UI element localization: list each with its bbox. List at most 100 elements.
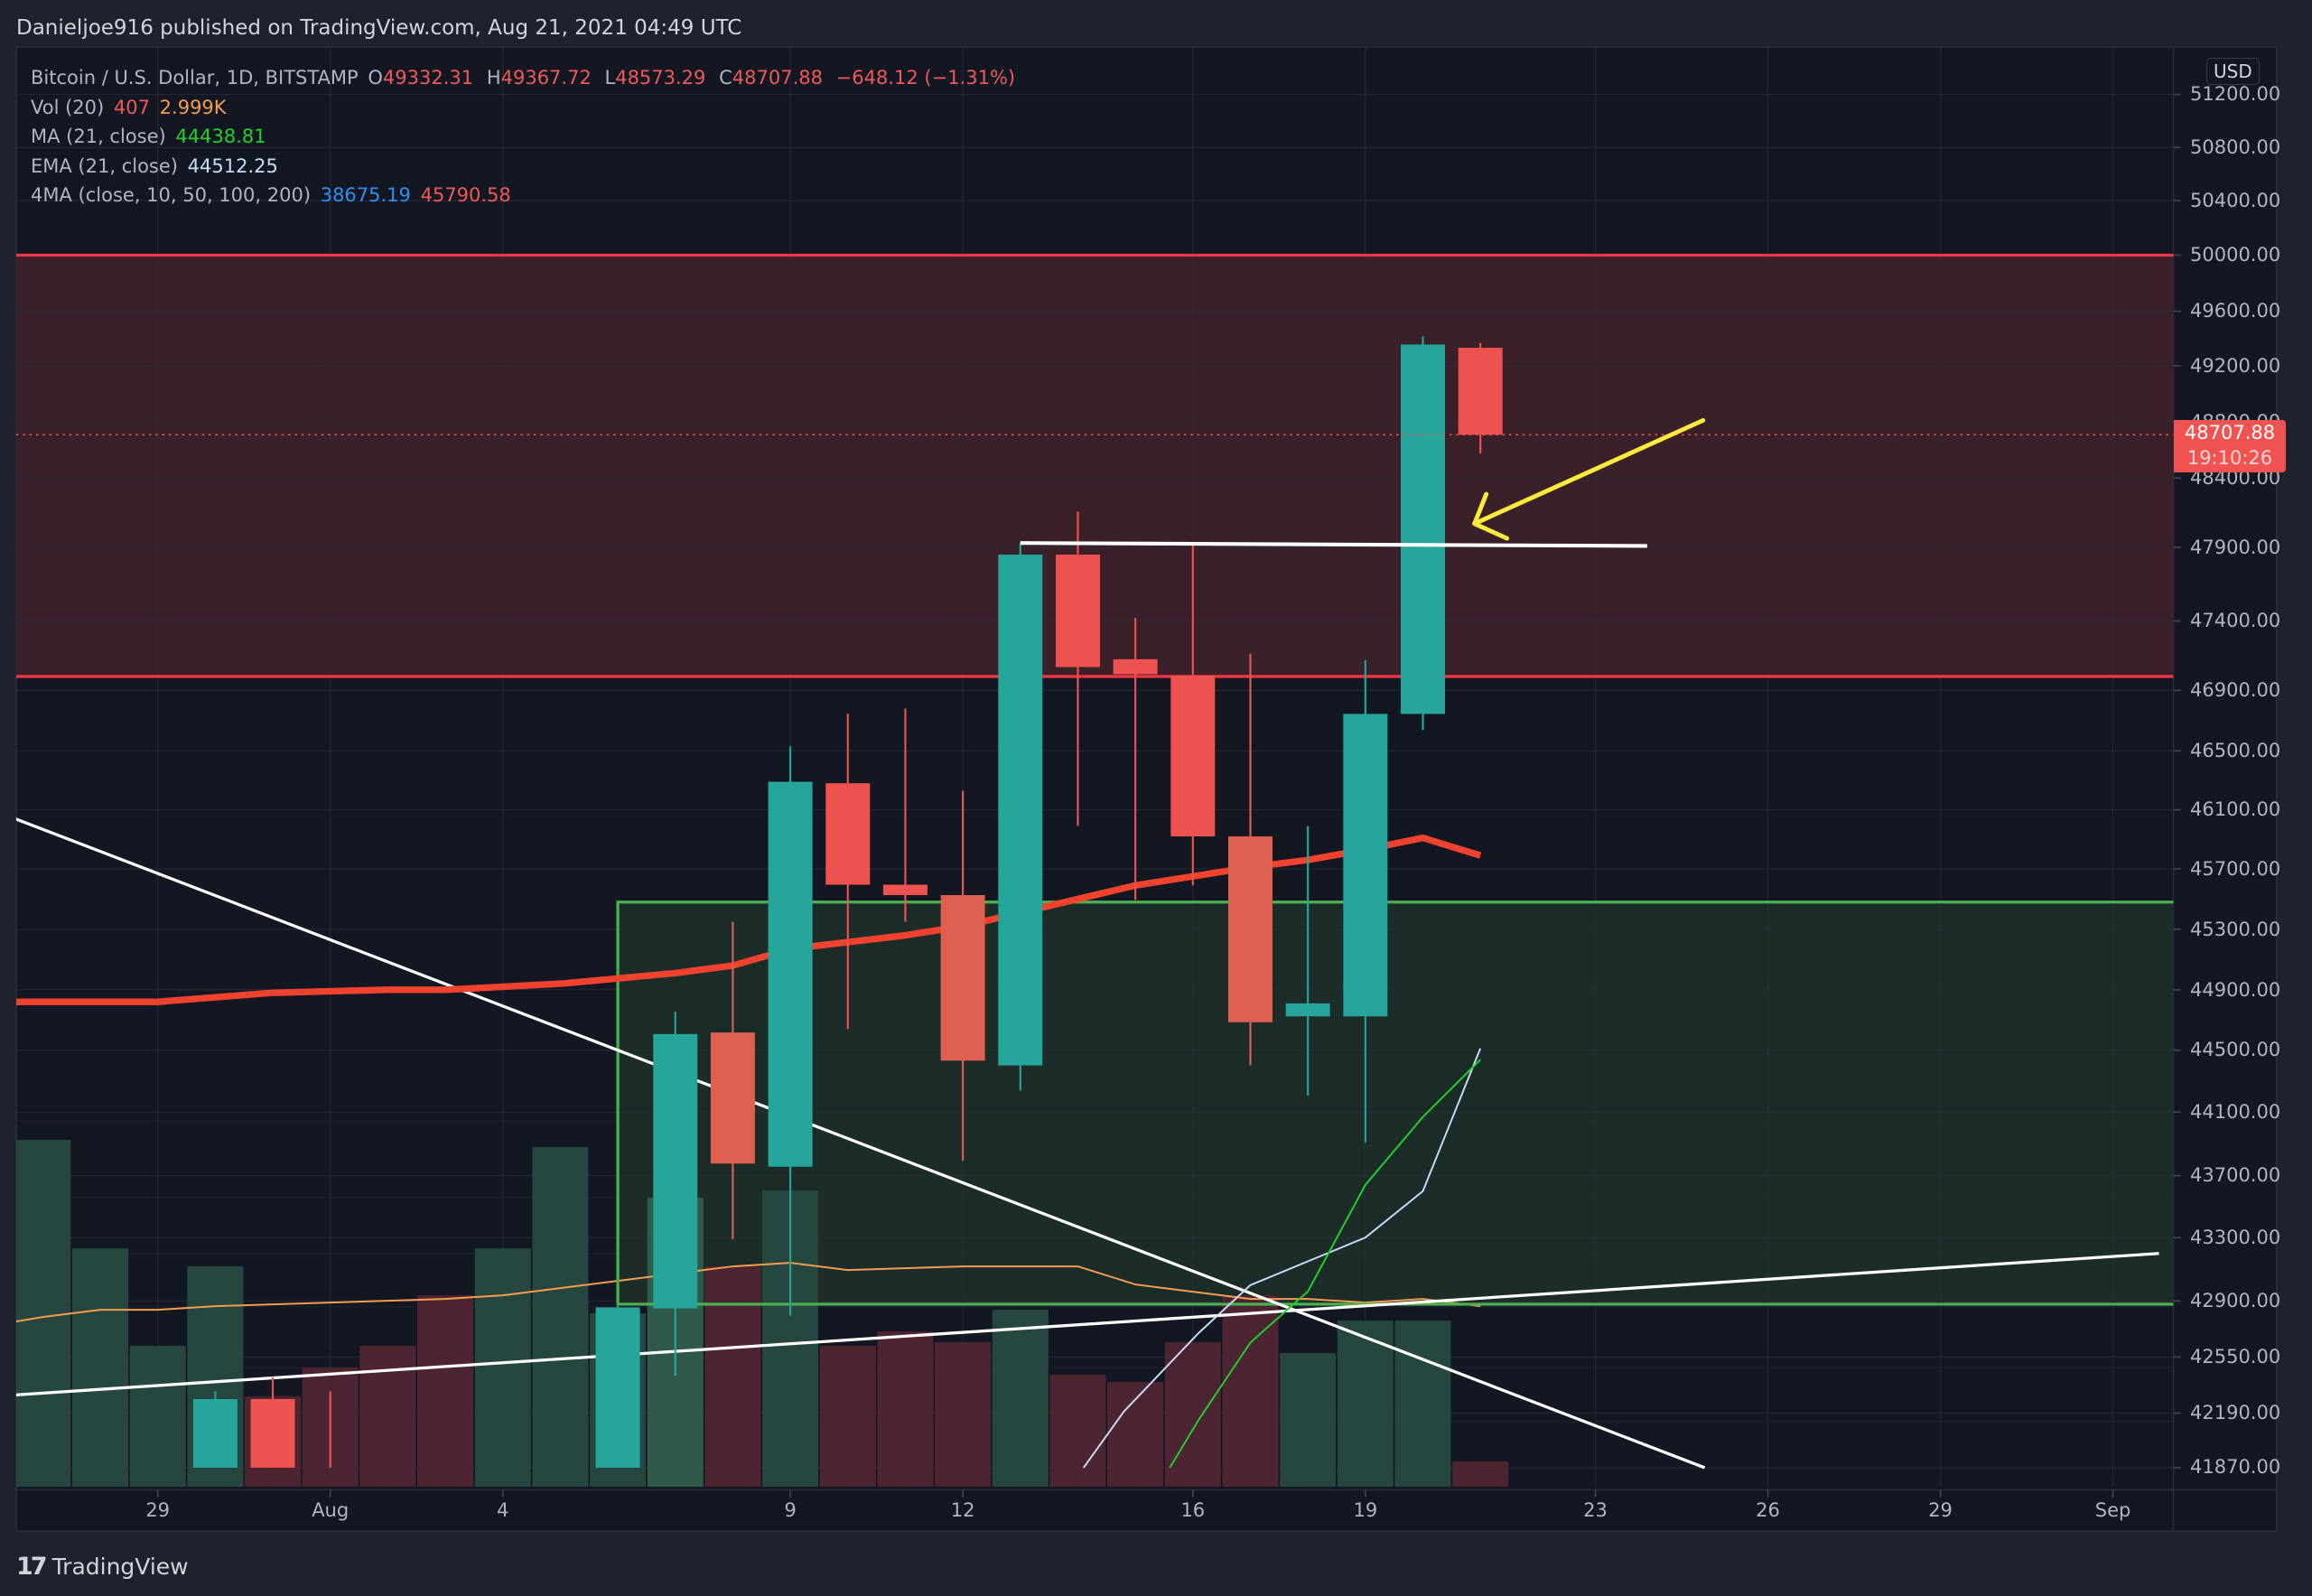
price-tick-label: 42900.00 xyxy=(2190,1290,2281,1311)
price-tick-label: 47900.00 xyxy=(2190,536,2281,558)
candle-body xyxy=(1343,714,1388,1017)
close-value: 48707.88 xyxy=(732,67,823,89)
change-value: −648.12 (−1.31%) xyxy=(835,67,1016,89)
open-value: 49332.31 xyxy=(382,67,474,89)
chart-legend: Bitcoin / U.S. Dollar, 1D, BITSTAMP O493… xyxy=(31,63,1019,210)
candle-body xyxy=(653,1033,698,1309)
price-tick-label: 46100.00 xyxy=(2190,798,2281,821)
breakout-level-line xyxy=(1020,541,1647,548)
ema21-line xyxy=(1083,1048,1482,1469)
symbol-title: Bitcoin / U.S. Dollar, 1D, BITSTAMP xyxy=(31,67,359,89)
volume-bar xyxy=(129,1346,186,1488)
currency-badge[interactable]: USD xyxy=(2206,58,2260,85)
volume-bar xyxy=(1394,1321,1451,1488)
symbol-legend-row[interactable]: Bitcoin / U.S. Dollar, 1D, BITSTAMP O493… xyxy=(31,63,1019,93)
date-tick-label: Aug xyxy=(312,1499,350,1521)
vol-ma-value: 2.999K xyxy=(159,96,227,118)
price-tick-label: 44500.00 xyxy=(2190,1039,2281,1061)
yellow-arrow-shaft xyxy=(1472,417,1706,527)
fourma-label: 4MA (close, 10, 50, 100, 200) xyxy=(31,184,312,207)
date-tick-label: 29 xyxy=(145,1499,171,1521)
date-tick-label: 23 xyxy=(1583,1499,1608,1521)
low-value: 48573.29 xyxy=(615,67,706,89)
price-tick-label: 49200.00 xyxy=(2190,354,2281,377)
plot-area[interactable] xyxy=(0,47,2179,1488)
candle-body xyxy=(710,1032,755,1164)
date-tick-label: 29 xyxy=(1928,1499,1953,1521)
candle-body xyxy=(1458,348,1503,435)
volume-bar xyxy=(1049,1375,1106,1488)
volume-bar xyxy=(417,1295,474,1488)
volume-bar xyxy=(1452,1461,1509,1488)
price-tick-label: 45300.00 xyxy=(2190,918,2281,940)
volume-legend-row[interactable]: Vol (20) 407 2.999K xyxy=(31,93,1019,123)
volume-bar xyxy=(474,1248,531,1488)
low-label: L xyxy=(604,67,616,89)
date-tick-label: 9 xyxy=(784,1499,797,1521)
candle-body xyxy=(998,555,1043,1066)
yellow-arrow-head xyxy=(1472,491,1510,541)
tradingview-brand[interactable]: 17 TradingView xyxy=(16,1553,189,1581)
ma21-line xyxy=(1169,1059,1481,1469)
date-tick-label: Sep xyxy=(2094,1499,2131,1521)
volume-bar xyxy=(1107,1382,1164,1488)
fourma-value-1: 38675.19 xyxy=(320,184,411,207)
high-value: 49367.72 xyxy=(500,67,592,89)
last-price-label: 48707.88 19:10:26 xyxy=(2174,420,2286,472)
price-tick-label: 42550.00 xyxy=(2190,1346,2281,1368)
volume-bar xyxy=(819,1346,876,1488)
ema-value: 44512.25 xyxy=(187,154,278,177)
vol-value: 407 xyxy=(113,96,150,118)
close-label: C xyxy=(719,67,732,89)
volume-bar xyxy=(72,1248,129,1488)
bar-countdown: 19:10:26 xyxy=(2186,447,2273,469)
volume-bar xyxy=(877,1331,934,1488)
price-tick-label: 44100.00 xyxy=(2190,1101,2281,1124)
price-tick-label: 41870.00 xyxy=(2190,1456,2281,1479)
price-tick-label: 50400.00 xyxy=(2190,190,2281,212)
chart-border xyxy=(15,46,2278,1532)
volume-bar xyxy=(1280,1353,1337,1488)
date-tick-label: 19 xyxy=(1353,1499,1378,1521)
fourma-value-2: 45790.58 xyxy=(420,184,511,207)
price-tick-label: 46500.00 xyxy=(2190,740,2281,762)
volume-bar xyxy=(1222,1295,1279,1488)
price-tick-label: 45700.00 xyxy=(2190,857,2281,880)
price-tick-label: 46900.00 xyxy=(2190,679,2281,702)
price-tick-label: 51200.00 xyxy=(2190,83,2281,106)
date-tick-label: 12 xyxy=(950,1499,975,1521)
tradingview-logo-icon: 17 xyxy=(16,1553,48,1581)
candle-body xyxy=(825,783,871,885)
date-tick-label: 4 xyxy=(497,1499,509,1521)
open-label: O xyxy=(368,67,383,89)
candle-body xyxy=(250,1398,295,1468)
ema-label: EMA (21, close) xyxy=(31,154,178,177)
candle-body xyxy=(940,895,985,1061)
price-tick-label: 50800.00 xyxy=(2190,136,2281,159)
fourma-legend-row[interactable]: 4MA (close, 10, 50, 100, 200) 38675.19 4… xyxy=(31,181,1019,210)
volume-ma-line xyxy=(15,1262,1481,1323)
publisher-line: Danieljoe916 published on TradingView.co… xyxy=(16,16,742,40)
volume-bar xyxy=(359,1346,416,1488)
ma-legend-row[interactable]: MA (21, close) 44438.81 xyxy=(31,122,1019,152)
ascending-trendline xyxy=(15,1252,2159,1396)
price-tick-label: 50000.00 xyxy=(2190,244,2281,266)
ma200-line xyxy=(15,834,1482,1005)
high-label: H xyxy=(486,67,501,89)
volume-bar xyxy=(1164,1342,1221,1488)
date-tick-label: 16 xyxy=(1180,1499,1206,1521)
candle-body xyxy=(1170,676,1216,836)
vol-label: Vol (20) xyxy=(31,96,105,118)
volume-bar xyxy=(704,1266,761,1488)
candle-body xyxy=(595,1307,640,1468)
price-tick-label: 43700.00 xyxy=(2190,1164,2281,1187)
price-tick-label: 42190.00 xyxy=(2190,1402,2281,1424)
volume-bar xyxy=(935,1342,992,1488)
ma-label: MA (21, close) xyxy=(31,126,166,148)
date-tick-label: 26 xyxy=(1756,1499,1780,1521)
price-tick-label: 44900.00 xyxy=(2190,978,2281,1001)
candle-body xyxy=(192,1398,238,1468)
ema-legend-row[interactable]: EMA (21, close) 44512.25 xyxy=(31,152,1019,182)
